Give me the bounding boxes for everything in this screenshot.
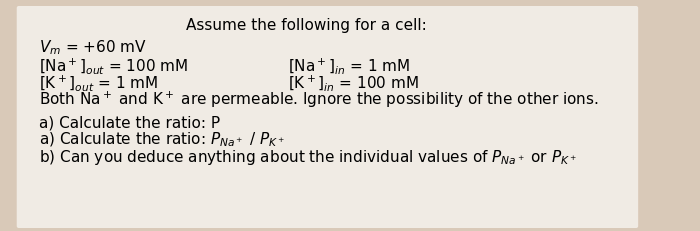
Text: $V_m$ = +60 mV: $V_m$ = +60 mV xyxy=(39,38,147,57)
Text: [K$^+$]$_{out}$ = 1 mM: [K$^+$]$_{out}$ = 1 mM xyxy=(39,73,158,93)
FancyBboxPatch shape xyxy=(17,6,638,228)
Text: a) Calculate the ratio: P: a) Calculate the ratio: P xyxy=(39,116,220,131)
Text: [Na$^+$]$_{in}$ = 1 mM: [Na$^+$]$_{in}$ = 1 mM xyxy=(288,56,410,76)
Text: Assume the following for a cell:: Assume the following for a cell: xyxy=(186,18,426,33)
Text: b) Can you deduce anything about the individual values of $P_{Na^+}$ or $P_{K^+}: b) Can you deduce anything about the ind… xyxy=(39,148,577,167)
Text: [Na$^+$]$_{out}$ = 100 mM: [Na$^+$]$_{out}$ = 100 mM xyxy=(39,56,188,76)
Text: a) Calculate the ratio: $P_{Na^+}$ / $P_{K^+}$: a) Calculate the ratio: $P_{Na^+}$ / $P_… xyxy=(39,131,286,149)
Text: Both Na$^+$ and K$^+$ are permeable. Ignore the possibility of the other ions.: Both Na$^+$ and K$^+$ are permeable. Ign… xyxy=(39,90,598,110)
Text: [K$^+$]$_{in}$ = 100 mM: [K$^+$]$_{in}$ = 100 mM xyxy=(288,73,419,93)
